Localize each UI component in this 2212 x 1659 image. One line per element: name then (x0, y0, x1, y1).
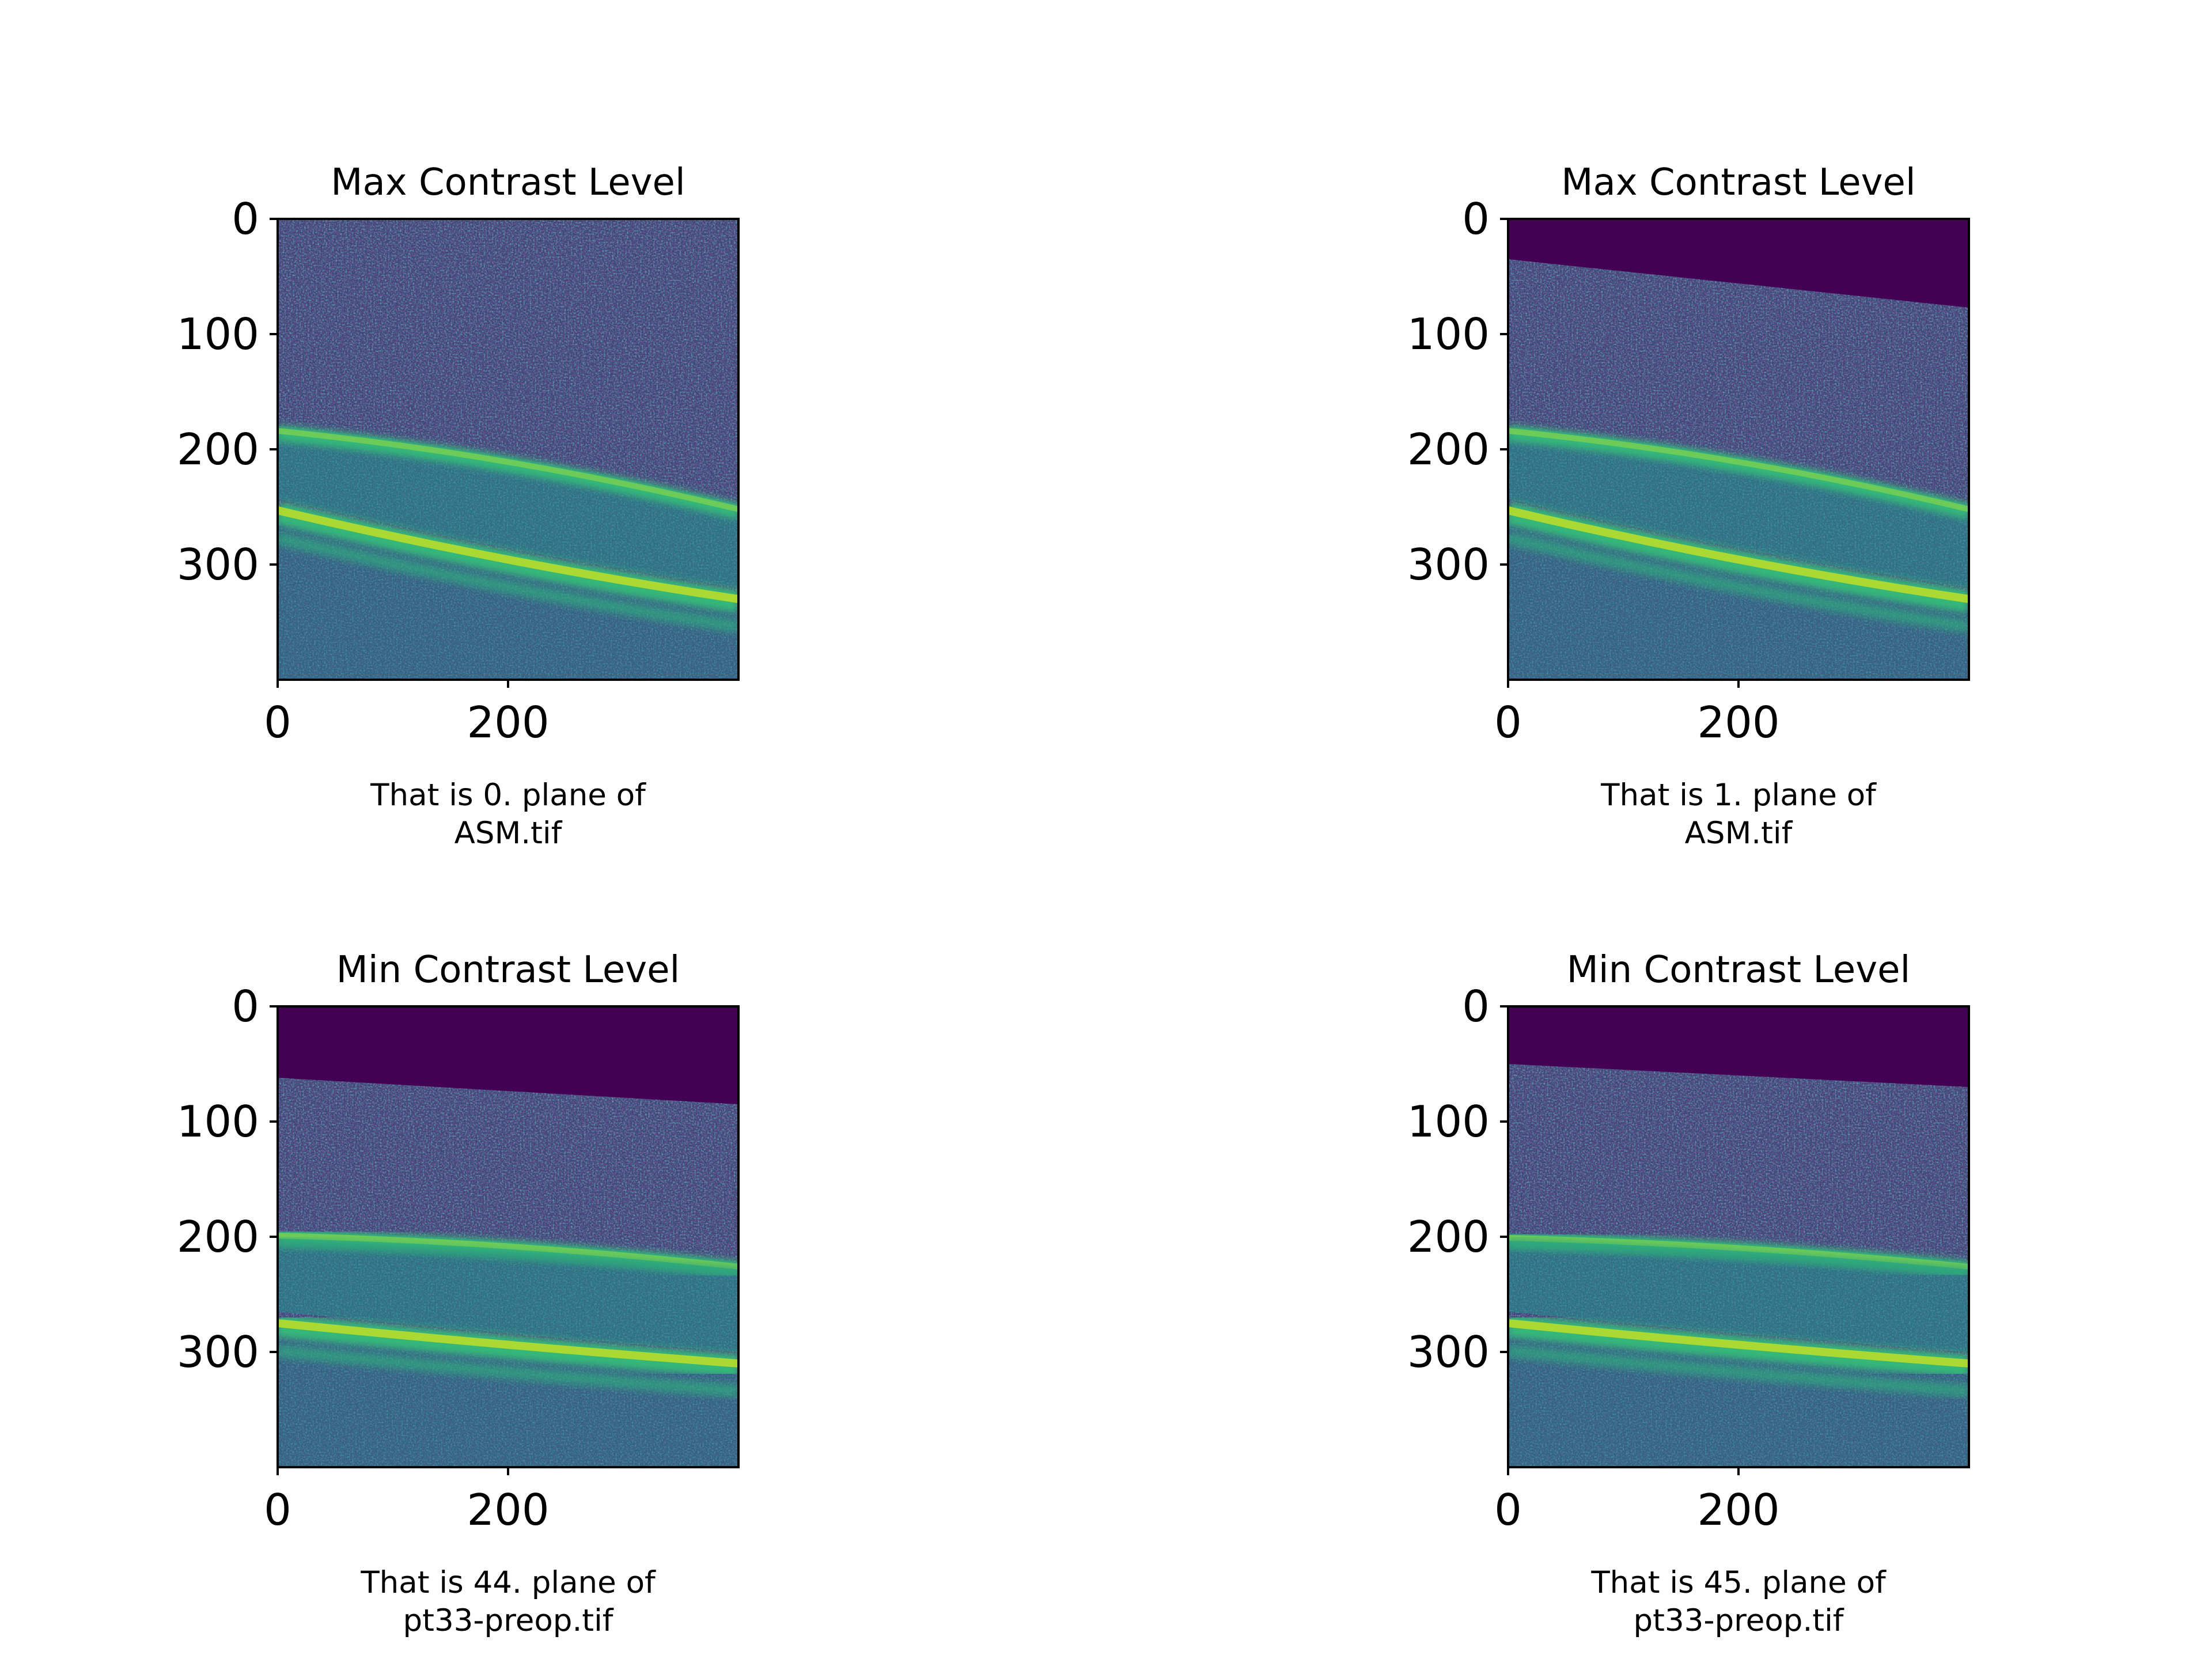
retina-region (1508, 426, 1969, 588)
y-tick-label: 0 (1462, 981, 1490, 1032)
image-2 (278, 1006, 738, 1467)
y-tick-label: 100 (1407, 1096, 1490, 1147)
y-tick-label: 0 (1462, 194, 1490, 244)
y-tick-label: 200 (1407, 1211, 1490, 1262)
x-tick-label: 200 (467, 697, 549, 748)
layer-1-core (1508, 1235, 1969, 1270)
y-tick-label: 100 (177, 309, 259, 359)
layer-2-core (278, 1319, 738, 1368)
layer-1-core (278, 428, 738, 512)
panel-title: Max Contrast Level (1561, 161, 1915, 204)
masked-region (1508, 1006, 1969, 1087)
panel-caption-line: ASM.tif (1685, 816, 1793, 851)
x-tick-label: 200 (1697, 1484, 1779, 1535)
layer-2-lower (278, 532, 738, 633)
y-tick-label: 300 (177, 539, 259, 590)
subplot-0: 0 100 200 300 0 200 Max Contrast Level That is … (177, 161, 740, 851)
panel-title: Max Contrast Level (331, 161, 685, 204)
y-tick-label: 200 (177, 424, 259, 475)
x-tick-label: 200 (467, 1484, 549, 1535)
layer-2-lower (278, 1344, 738, 1397)
y-tick-label: 100 (1407, 309, 1490, 359)
masked-region (1508, 219, 1969, 308)
layer-3 (278, 1238, 738, 1275)
panel-caption-line: That is 1. plane of (1600, 778, 1877, 813)
panel-caption-line: pt33-preop.tif (1634, 1603, 1844, 1638)
y-tick-label: 300 (177, 1327, 259, 1377)
panel-caption-line: pt33-preop.tif (403, 1603, 614, 1638)
layer-2-core (1508, 506, 1969, 603)
panel-caption-line: That is 45. plane of (1590, 1565, 1887, 1600)
panel-caption-line: That is 44. plane of (360, 1565, 656, 1600)
layer-1-core (278, 1233, 738, 1270)
y-tick-label: 200 (177, 1211, 259, 1262)
y-tick-label: 100 (177, 1096, 259, 1147)
panel-title: Min Contrast Level (1567, 949, 1911, 991)
layer-2-lower (1508, 1344, 1969, 1397)
retina-region (278, 426, 738, 588)
x-tick-label: 0 (1494, 697, 1522, 748)
x-tick-label: 0 (264, 697, 291, 748)
subplot-2: 0 100 200 300 0 200 Min Contrast Level That is … (177, 949, 740, 1638)
y-tick-label: 300 (1407, 1327, 1490, 1377)
panel-title: Min Contrast Level (336, 949, 680, 991)
choroid-band (1508, 508, 1969, 680)
layer-1-core (1508, 428, 1969, 512)
panel-caption-line: ASM.tif (454, 816, 563, 851)
layer-2-core (278, 506, 738, 603)
image-3 (1508, 1006, 1969, 1467)
y-tick-label: 200 (1407, 424, 1490, 475)
y-tick-label: 0 (232, 194, 259, 244)
choroid-band (278, 508, 738, 680)
masked-region (278, 1006, 738, 1104)
x-tick-label: 0 (264, 1484, 291, 1535)
x-tick-label: 200 (1697, 697, 1779, 748)
subplot-3: 0 100 200 300 0 200 Min Contrast Level That is … (1407, 949, 1970, 1638)
subplot-1: 0 100 200 300 0 200 Max Contrast Level That is … (1407, 161, 1970, 851)
layer-3 (1508, 1238, 1969, 1275)
layer-2-core (1508, 1319, 1969, 1368)
image-0 (278, 219, 738, 680)
panel-caption-line: That is 0. plane of (370, 778, 646, 813)
y-tick-label: 300 (1407, 539, 1490, 590)
x-tick-label: 0 (1494, 1484, 1522, 1535)
y-tick-label: 0 (232, 981, 259, 1032)
image-1 (1508, 219, 1969, 680)
layer-2-lower (1508, 532, 1969, 633)
